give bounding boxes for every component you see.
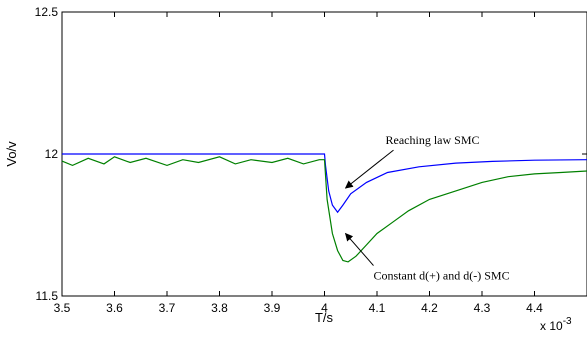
- y-tick-label: 11.5: [36, 289, 59, 303]
- x-multiplier-base: x 10: [540, 319, 563, 333]
- series-line-0: [62, 153, 587, 214]
- y-tick-label: 12: [45, 147, 59, 161]
- annotation-arrow: [344, 232, 374, 266]
- annotation-label: Reaching law SMC: [386, 133, 480, 147]
- annotation-arrow: [344, 149, 394, 189]
- x-tick-label: 3.9: [264, 301, 281, 315]
- x-multiplier: x 10-3: [540, 316, 572, 333]
- x-tick-label: 4: [321, 301, 328, 315]
- y-axis-label: Vo/v: [4, 141, 19, 167]
- annotation-label: Constant d(+) and d(-) SMC: [374, 269, 510, 283]
- x-tick-label: 4.4: [526, 301, 543, 315]
- x-tick-label: 3.7: [159, 301, 176, 315]
- annotation-layer: Reaching law SMC Constant d(+) and d(-) S…: [344, 133, 510, 283]
- x-tick-label: 4.1: [369, 301, 386, 315]
- series-line-1: [61, 156, 587, 263]
- y-tick-label: 12.5: [35, 5, 59, 19]
- x-tick-label: 4.3: [474, 301, 491, 315]
- x-multiplier-exponent: -3: [563, 316, 572, 327]
- x-tick-label: 3.6: [106, 301, 123, 315]
- x-tick-label: 3.8: [211, 301, 228, 315]
- series-layer: [61, 153, 587, 263]
- axis-ticks: 3.5 3.6 3.7 3.8 3.9 4 4.1 4.2 4.3 4.4 11.5 12 12.5: [35, 5, 587, 315]
- x-axis-label: T/s: [315, 310, 334, 325]
- x-tick-label: 3.5: [54, 301, 71, 315]
- x-tick-label: 4.2: [421, 301, 438, 315]
